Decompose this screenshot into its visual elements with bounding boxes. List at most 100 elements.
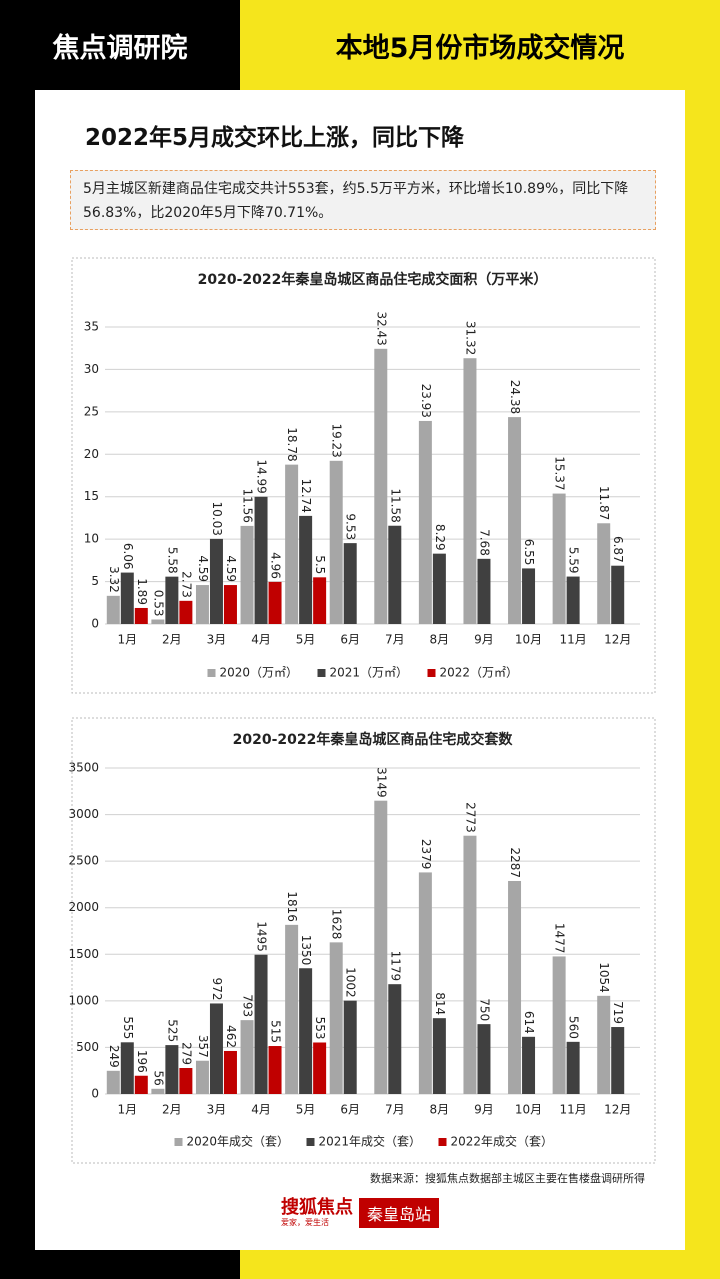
x-tick-label: 2月 — [162, 633, 182, 647]
x-tick-label: 7月 — [385, 633, 405, 647]
x-tick-label: 5月 — [296, 633, 316, 647]
data-label: 1054 — [597, 962, 611, 993]
y-tick-label: 15 — [84, 489, 99, 503]
x-tick-label: 8月 — [430, 1103, 450, 1117]
header-left: 焦点调研院 — [52, 32, 188, 64]
chart-panel — [71, 717, 656, 1164]
bar — [432, 553, 446, 624]
y-tick-label: 5 — [91, 574, 99, 588]
bar — [343, 1000, 357, 1094]
bar — [195, 585, 209, 624]
data-label: 2379 — [419, 839, 433, 870]
summary: 5月主城区新建商品住宅成交共计553套，约5.5万平方米，环比增长10.89%，… — [70, 170, 656, 230]
data-label: 23.93 — [419, 384, 433, 418]
y-tick-label: 10 — [84, 532, 99, 546]
legend-swatch — [306, 1138, 315, 1146]
charts: 2020-2022年秦皇岛城区商品住宅成交面积（万平米） 0 5 10 15 20 25 30… — [68, 257, 656, 1164]
bar — [223, 585, 237, 624]
y-tick-label: 20 — [84, 447, 99, 461]
bar — [179, 1068, 193, 1094]
data-label: 9.53 — [344, 513, 358, 540]
bar — [343, 543, 357, 624]
bar — [179, 600, 193, 624]
data-label: 1495 — [255, 921, 269, 952]
y-tick-label: 30 — [84, 362, 99, 376]
data-label: 2773 — [463, 802, 477, 833]
source: 数据来源：搜狐焦点数据部主城区主要在售楼盘调研所得 — [370, 1172, 645, 1185]
data-label: 5.58 — [165, 547, 179, 574]
y-tick-label: 0 — [91, 1087, 99, 1101]
bar — [209, 538, 223, 624]
x-tick-label: 2月 — [162, 1103, 182, 1117]
legend-label: 2021（万㎡） — [330, 666, 409, 680]
bar — [597, 523, 611, 624]
bar — [240, 1020, 254, 1094]
station: 秦皇岛站 — [358, 1198, 439, 1228]
bar — [329, 942, 343, 1094]
legend-label: 2022（万㎡） — [440, 666, 519, 680]
x-tick-label: 12月 — [604, 633, 631, 647]
data-label: 2287 — [508, 847, 522, 878]
data-label: 750 — [477, 998, 491, 1021]
data-label: 814 — [433, 992, 447, 1015]
data-label: 8.29 — [433, 524, 447, 551]
data-label: 719 — [611, 1001, 625, 1024]
bar — [463, 358, 477, 624]
x-tick-label: 12月 — [604, 1103, 631, 1117]
bar — [313, 1042, 327, 1094]
bar — [299, 968, 313, 1094]
x-tick-label: 8月 — [430, 633, 450, 647]
bar — [418, 872, 432, 1094]
bar — [285, 464, 299, 624]
slogan: 爱家，爱生活 — [280, 1217, 329, 1227]
bar — [432, 1018, 446, 1094]
bar — [106, 1070, 120, 1094]
heading: 2022年5月成交环比上涨，同比下降 — [85, 125, 465, 151]
brand: 搜狐焦点 — [280, 1196, 353, 1218]
bar — [508, 417, 522, 624]
data-label: 793 — [241, 994, 255, 1017]
y-tick-label: 35 — [84, 320, 99, 334]
brand-block: 搜狐焦点 爱家，爱生活 — [280, 1196, 353, 1228]
chart-panel — [71, 257, 656, 694]
legend-swatch — [317, 669, 326, 677]
legend-label: 2021年成交（套） — [319, 1134, 422, 1149]
bar — [374, 800, 388, 1094]
data-label: 11.87 — [597, 486, 611, 520]
x-tick-label: 1月 — [117, 633, 137, 647]
bar — [388, 984, 402, 1094]
data-label: 6.06 — [121, 543, 135, 570]
bar — [165, 576, 179, 624]
data-label: 553 — [313, 1017, 327, 1040]
bar — [299, 515, 313, 624]
data-label: 10.03 — [210, 502, 224, 536]
x-tick-label: 9月 — [474, 633, 494, 647]
bar — [566, 1041, 580, 1094]
data-label: 357 — [196, 1035, 210, 1058]
bar — [254, 496, 268, 624]
data-label: 515 — [269, 1020, 283, 1043]
legend-swatch — [174, 1138, 183, 1146]
bar — [374, 348, 388, 624]
y-tick-label: 3500 — [68, 761, 99, 775]
data-label: 1816 — [285, 891, 299, 922]
bar — [388, 525, 402, 624]
data-label: 1628 — [330, 909, 344, 940]
bar — [268, 581, 282, 624]
data-label: 614 — [522, 1011, 536, 1034]
data-label: 1179 — [388, 951, 402, 982]
bar — [463, 835, 477, 1094]
x-tick-label: 1月 — [117, 1103, 137, 1117]
x-tick-label: 5月 — [296, 1103, 316, 1117]
data-label: 1350 — [299, 935, 313, 966]
bar — [552, 493, 566, 624]
data-label: 6.87 — [611, 536, 625, 563]
y-tick-label: 0 — [91, 617, 99, 631]
bar — [195, 1060, 209, 1094]
data-label: 560 — [567, 1016, 581, 1039]
x-tick-label: 4月 — [251, 633, 271, 647]
data-label: 972 — [210, 978, 224, 1001]
data-label: 1477 — [553, 923, 567, 954]
bar — [165, 1045, 179, 1094]
data-label: 2.73 — [179, 571, 193, 598]
